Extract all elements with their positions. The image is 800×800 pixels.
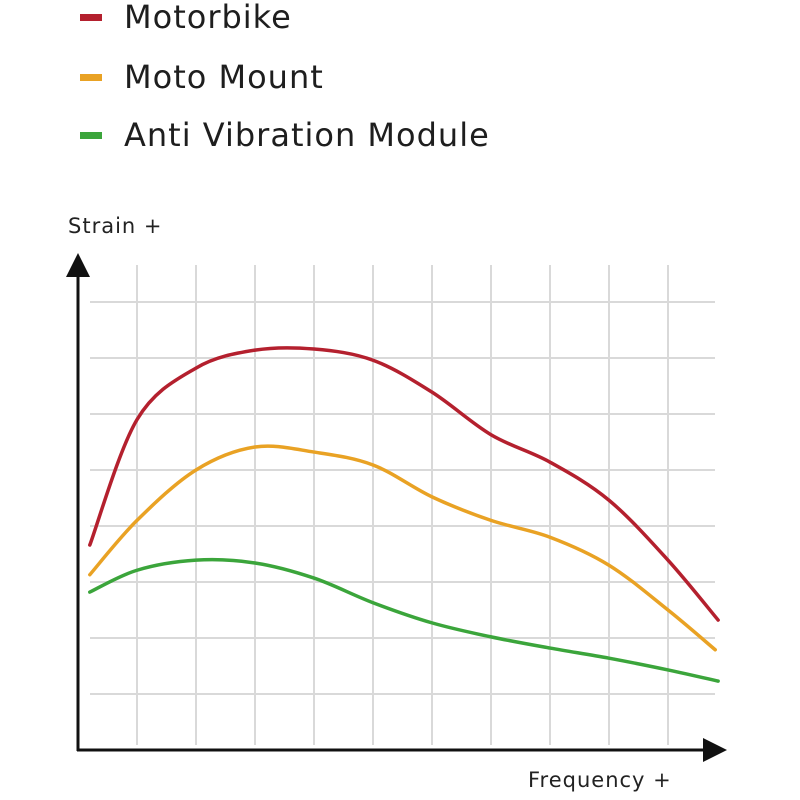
y-axis-arrow-icon <box>66 253 90 277</box>
legend-item-motorbike: Motorbike <box>80 0 292 37</box>
grid <box>90 265 715 745</box>
legend-item-moto-mount: Moto Mount <box>80 57 324 97</box>
series-lines <box>88 346 720 683</box>
x-axis-label: Frequency + <box>528 768 672 792</box>
series-line-anti-vibration-module <box>88 557 720 683</box>
legend-label: Anti Vibration Module <box>124 116 490 154</box>
series-line-motorbike <box>88 346 720 622</box>
legend-label: Motorbike <box>124 0 292 36</box>
axes <box>66 253 727 762</box>
y-axis-label: Strain + <box>68 214 163 238</box>
legend-swatch <box>80 73 102 81</box>
legend-swatch <box>80 131 102 139</box>
series-line-moto-mount <box>88 444 717 652</box>
legend-label: Moto Mount <box>124 58 324 96</box>
legend-item-anti-vibration-module: Anti Vibration Module <box>80 115 490 155</box>
legend-swatch <box>80 13 102 21</box>
x-axis-arrow-icon <box>703 738 727 762</box>
